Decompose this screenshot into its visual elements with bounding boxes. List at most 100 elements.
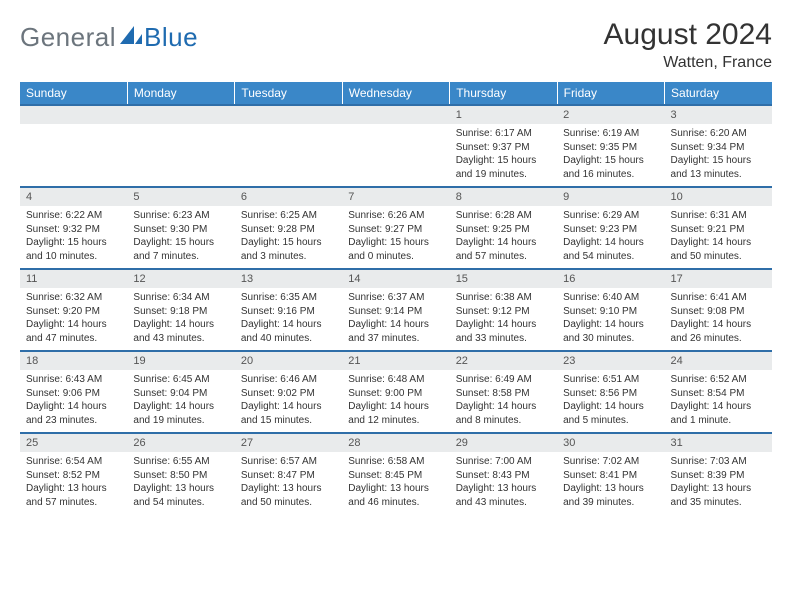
day-number — [127, 105, 234, 124]
day-cell: Sunrise: 7:00 AMSunset: 8:43 PMDaylight:… — [450, 452, 557, 514]
logo: General Blue — [20, 18, 198, 53]
day-cell: Sunrise: 6:58 AMSunset: 8:45 PMDaylight:… — [342, 452, 449, 514]
day-number: 5 — [127, 187, 234, 206]
daylight-text: Daylight: 13 hours — [348, 482, 443, 496]
sunrise-text: Sunrise: 6:58 AM — [348, 455, 443, 469]
detail-row: Sunrise: 6:22 AMSunset: 9:32 PMDaylight:… — [20, 206, 772, 269]
daylight-text: Daylight: 14 hours — [563, 236, 658, 250]
sunrise-text: Sunrise: 6:57 AM — [241, 455, 336, 469]
daylight-text: Daylight: 14 hours — [26, 400, 121, 414]
location: Watten, France — [604, 54, 772, 72]
daynum-row: 1 2 3 — [20, 105, 772, 124]
sunset-text: Sunset: 9:00 PM — [348, 387, 443, 401]
logo-text-general: General — [20, 22, 116, 53]
sunset-text: Sunset: 9:32 PM — [26, 223, 121, 237]
sunset-text: Sunset: 9:23 PM — [563, 223, 658, 237]
daylight-text: Daylight: 14 hours — [563, 318, 658, 332]
sunset-text: Sunset: 9:06 PM — [26, 387, 121, 401]
sunrise-text: Sunrise: 6:40 AM — [563, 291, 658, 305]
sunset-text: Sunset: 8:54 PM — [671, 387, 766, 401]
daylight-text: Daylight: 14 hours — [671, 400, 766, 414]
daylight-text: Daylight: 13 hours — [671, 482, 766, 496]
daylight-text: Daylight: 13 hours — [133, 482, 228, 496]
detail-row: Sunrise: 6:43 AMSunset: 9:06 PMDaylight:… — [20, 370, 772, 433]
day-number: 8 — [450, 187, 557, 206]
daylight-text: and 15 minutes. — [241, 414, 336, 428]
sunset-text: Sunset: 9:25 PM — [456, 223, 551, 237]
daylight-text: Daylight: 14 hours — [671, 236, 766, 250]
daynum-row: 11 12 13 14 15 16 17 — [20, 269, 772, 288]
sunset-text: Sunset: 9:16 PM — [241, 305, 336, 319]
day-number: 24 — [665, 351, 772, 370]
weekday-header-row: Sunday Monday Tuesday Wednesday Thursday… — [20, 82, 772, 105]
daylight-text: and 43 minutes. — [456, 496, 551, 510]
day-number: 18 — [20, 351, 127, 370]
sunset-text: Sunset: 9:04 PM — [133, 387, 228, 401]
sunrise-text: Sunrise: 6:45 AM — [133, 373, 228, 387]
sunrise-text: Sunrise: 6:35 AM — [241, 291, 336, 305]
daylight-text: and 19 minutes. — [456, 168, 551, 182]
day-cell: Sunrise: 6:34 AMSunset: 9:18 PMDaylight:… — [127, 288, 234, 351]
sunrise-text: Sunrise: 7:02 AM — [563, 455, 658, 469]
sunrise-text: Sunrise: 6:20 AM — [671, 127, 766, 141]
daylight-text: and 37 minutes. — [348, 332, 443, 346]
daylight-text: Daylight: 15 hours — [241, 236, 336, 250]
sunset-text: Sunset: 9:10 PM — [563, 305, 658, 319]
sunrise-text: Sunrise: 6:55 AM — [133, 455, 228, 469]
header: General Blue August 2024 Watten, France — [20, 18, 772, 72]
day-number: 23 — [557, 351, 664, 370]
day-cell — [127, 124, 234, 187]
day-cell: Sunrise: 6:28 AMSunset: 9:25 PMDaylight:… — [450, 206, 557, 269]
day-number: 22 — [450, 351, 557, 370]
daylight-text: and 7 minutes. — [133, 250, 228, 264]
daylight-text: Daylight: 14 hours — [456, 400, 551, 414]
sunrise-text: Sunrise: 6:43 AM — [26, 373, 121, 387]
logo-text-blue: Blue — [144, 22, 198, 53]
daylight-text: and 47 minutes. — [26, 332, 121, 346]
daylight-text: and 5 minutes. — [563, 414, 658, 428]
day-number: 3 — [665, 105, 772, 124]
daynum-row: 4 5 6 7 8 9 10 — [20, 187, 772, 206]
sunset-text: Sunset: 8:39 PM — [671, 469, 766, 483]
sunrise-text: Sunrise: 6:32 AM — [26, 291, 121, 305]
weekday-header: Wednesday — [342, 82, 449, 105]
day-number: 26 — [127, 433, 234, 452]
sunset-text: Sunset: 8:45 PM — [348, 469, 443, 483]
sunrise-text: Sunrise: 6:22 AM — [26, 209, 121, 223]
sunrise-text: Sunrise: 6:52 AM — [671, 373, 766, 387]
sunset-text: Sunset: 8:47 PM — [241, 469, 336, 483]
sunrise-text: Sunrise: 6:17 AM — [456, 127, 551, 141]
day-cell: Sunrise: 7:03 AMSunset: 8:39 PMDaylight:… — [665, 452, 772, 514]
day-cell: Sunrise: 6:52 AMSunset: 8:54 PMDaylight:… — [665, 370, 772, 433]
day-cell: Sunrise: 6:45 AMSunset: 9:04 PMDaylight:… — [127, 370, 234, 433]
day-cell: Sunrise: 6:49 AMSunset: 8:58 PMDaylight:… — [450, 370, 557, 433]
weekday-header: Tuesday — [235, 82, 342, 105]
sunset-text: Sunset: 9:20 PM — [26, 305, 121, 319]
day-number: 29 — [450, 433, 557, 452]
day-cell: Sunrise: 6:32 AMSunset: 9:20 PMDaylight:… — [20, 288, 127, 351]
daylight-text: Daylight: 15 hours — [26, 236, 121, 250]
day-cell: Sunrise: 6:23 AMSunset: 9:30 PMDaylight:… — [127, 206, 234, 269]
sunset-text: Sunset: 9:02 PM — [241, 387, 336, 401]
day-number: 17 — [665, 269, 772, 288]
day-cell: Sunrise: 6:46 AMSunset: 9:02 PMDaylight:… — [235, 370, 342, 433]
sunrise-text: Sunrise: 6:26 AM — [348, 209, 443, 223]
daylight-text: and 33 minutes. — [456, 332, 551, 346]
sunset-text: Sunset: 9:21 PM — [671, 223, 766, 237]
sunrise-text: Sunrise: 7:03 AM — [671, 455, 766, 469]
title-block: August 2024 Watten, France — [604, 18, 772, 72]
daylight-text: Daylight: 13 hours — [241, 482, 336, 496]
sunrise-text: Sunrise: 6:23 AM — [133, 209, 228, 223]
daylight-text: Daylight: 15 hours — [563, 154, 658, 168]
daylight-text: and 39 minutes. — [563, 496, 658, 510]
daylight-text: and 16 minutes. — [563, 168, 658, 182]
daylight-text: and 26 minutes. — [671, 332, 766, 346]
daylight-text: and 13 minutes. — [671, 168, 766, 182]
sunrise-text: Sunrise: 6:19 AM — [563, 127, 658, 141]
weekday-header: Friday — [557, 82, 664, 105]
day-number: 9 — [557, 187, 664, 206]
daylight-text: and 12 minutes. — [348, 414, 443, 428]
daynum-row: 25 26 27 28 29 30 31 — [20, 433, 772, 452]
sunset-text: Sunset: 9:27 PM — [348, 223, 443, 237]
daylight-text: and 54 minutes. — [133, 496, 228, 510]
